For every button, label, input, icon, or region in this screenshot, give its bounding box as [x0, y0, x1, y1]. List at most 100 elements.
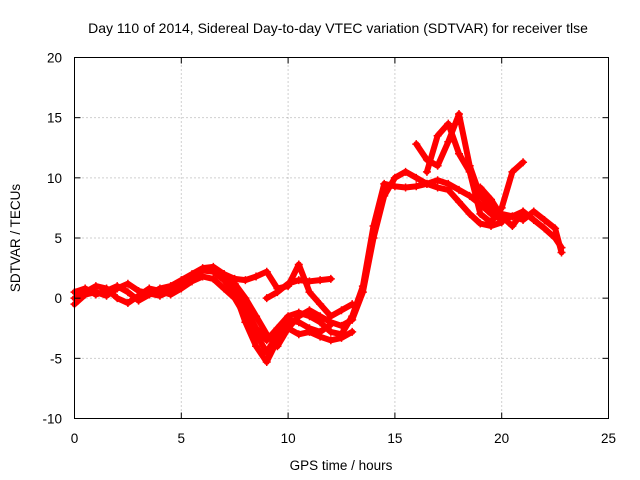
data-point [273, 336, 282, 345]
data-point [369, 234, 378, 242]
data-point [422, 179, 431, 188]
data-point [476, 209, 485, 218]
x-tick-label: 10 [281, 431, 296, 446]
y-tick-label: 20 [47, 51, 62, 66]
data-point [348, 315, 357, 324]
data-point [305, 327, 314, 336]
data-point [305, 288, 314, 297]
data-point [262, 294, 271, 303]
data-point [91, 282, 100, 291]
data-point [155, 286, 164, 295]
data-point [252, 342, 261, 351]
data-point [454, 110, 463, 119]
data-point [123, 298, 132, 307]
data-point [123, 288, 132, 297]
y-tick-labels: -10 -5 0 5 10 15 20 [42, 51, 62, 427]
data-point [294, 330, 303, 339]
y-tick-label: 15 [47, 111, 62, 126]
data-series-track-7 [412, 110, 566, 257]
data-point [209, 267, 218, 276]
data-point [326, 320, 335, 329]
y-axis-label: SDTVAR / TECUs [8, 184, 23, 293]
data-point [465, 167, 474, 176]
data-point [401, 167, 410, 176]
data-point [358, 288, 367, 297]
data-series-track-8 [422, 119, 528, 227]
x-tick-label: 25 [601, 431, 616, 446]
y-tick-label: 0 [54, 291, 62, 306]
data-point [198, 264, 207, 273]
data-point [444, 137, 453, 146]
data-point [316, 276, 325, 285]
data-point [476, 219, 485, 228]
data-point [177, 276, 186, 285]
data-point [487, 195, 496, 204]
data-point [305, 277, 314, 286]
data-point [81, 288, 90, 297]
data-point [529, 207, 538, 216]
data-point [433, 183, 442, 192]
x-tick-label: 20 [494, 431, 509, 446]
data-point [454, 197, 463, 206]
data-point [519, 207, 528, 216]
data-point [91, 290, 100, 299]
data-point [166, 282, 175, 291]
data-point [113, 294, 122, 303]
data-point [326, 274, 335, 283]
data-point [380, 179, 389, 188]
data-point [294, 260, 303, 269]
data-point [262, 330, 271, 339]
data-series-track-4 [220, 276, 357, 366]
data-point [433, 131, 442, 140]
data-point [519, 158, 528, 167]
data-point [551, 224, 560, 233]
data-point [476, 183, 485, 192]
data-point [145, 284, 154, 293]
data-point [134, 291, 143, 300]
data-point [220, 270, 229, 279]
axis-ticks [74, 57, 609, 419]
data-point [348, 300, 357, 309]
data-point [401, 183, 410, 192]
data-point [316, 300, 325, 309]
y-tick-label: 10 [47, 171, 62, 186]
data-point [294, 318, 303, 327]
data-series-track-6 [262, 274, 335, 303]
data-point [187, 277, 196, 286]
data-point [326, 312, 335, 321]
x-tick-labels: 0 5 10 15 20 25 [71, 431, 616, 446]
data-point [465, 209, 474, 218]
data-point [508, 167, 517, 176]
data-point [187, 270, 196, 279]
data-series-track-9 [476, 183, 528, 230]
data-point [412, 182, 421, 191]
data-point [241, 318, 250, 327]
data-point [497, 212, 506, 221]
data-point [113, 282, 122, 291]
data-point [241, 294, 250, 303]
data-point [177, 284, 186, 293]
chart-title: Day 110 of 2014, Sidereal Day-to-day VTE… [88, 20, 588, 36]
data-point [294, 276, 303, 285]
data-point [198, 272, 207, 281]
data-point [273, 288, 282, 297]
data-point [487, 218, 496, 227]
data-point [284, 315, 293, 324]
data-point [262, 267, 271, 276]
data-series-layer [70, 110, 566, 366]
data-point [508, 212, 517, 221]
data-point [444, 119, 453, 128]
data-point [284, 324, 293, 333]
data-point [540, 224, 549, 233]
y-tick-label: 5 [54, 231, 62, 246]
data-point [252, 272, 261, 281]
data-point [252, 312, 261, 321]
data-point [166, 290, 175, 299]
data-point [454, 149, 463, 158]
data-point [412, 173, 421, 182]
data-point [326, 327, 335, 336]
data-point [444, 185, 453, 194]
x-axis-label: GPS time / hours [290, 458, 393, 473]
grid-lines [74, 57, 609, 419]
